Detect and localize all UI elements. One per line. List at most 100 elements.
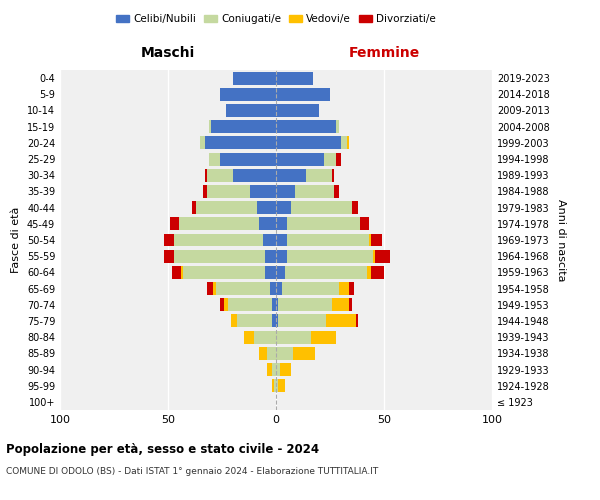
- Bar: [306, 169, 332, 181]
- Bar: [272, 363, 276, 376]
- Bar: [326, 314, 356, 328]
- Y-axis label: Fasce di età: Fasce di età: [11, 207, 21, 273]
- Bar: [192, 201, 196, 214]
- Bar: [276, 218, 287, 230]
- Bar: [224, 298, 229, 311]
- Bar: [272, 379, 274, 392]
- Bar: [278, 298, 332, 311]
- Bar: [220, 88, 276, 101]
- Bar: [205, 169, 207, 181]
- Bar: [265, 250, 276, 262]
- Bar: [175, 234, 263, 246]
- Bar: [280, 363, 291, 376]
- Bar: [181, 266, 183, 279]
- Bar: [272, 298, 276, 311]
- Bar: [367, 266, 371, 279]
- Bar: [257, 201, 276, 214]
- Bar: [276, 266, 284, 279]
- Bar: [276, 120, 337, 133]
- Bar: [200, 136, 205, 149]
- Bar: [276, 72, 313, 85]
- Bar: [371, 266, 384, 279]
- Bar: [183, 266, 265, 279]
- Bar: [341, 136, 347, 149]
- Bar: [287, 218, 360, 230]
- Bar: [164, 250, 175, 262]
- Bar: [209, 152, 220, 166]
- Bar: [276, 363, 280, 376]
- Legend: Celibi/Nubili, Coniugati/e, Vedovi/e, Divorziati/e: Celibi/Nubili, Coniugati/e, Vedovi/e, Di…: [112, 10, 440, 29]
- Bar: [287, 250, 373, 262]
- Bar: [295, 185, 334, 198]
- Bar: [268, 363, 272, 376]
- Bar: [211, 120, 276, 133]
- Bar: [284, 266, 367, 279]
- Bar: [349, 282, 354, 295]
- Bar: [276, 298, 278, 311]
- Bar: [338, 282, 349, 295]
- Bar: [376, 250, 391, 262]
- Bar: [207, 185, 250, 198]
- Bar: [230, 314, 237, 328]
- Bar: [170, 218, 179, 230]
- Bar: [337, 120, 338, 133]
- Bar: [272, 314, 276, 328]
- Text: COMUNE DI ODOLO (BS) - Dati ISTAT 1° gennaio 2024 - Elaborazione TUTTITALIA.IT: COMUNE DI ODOLO (BS) - Dati ISTAT 1° gen…: [6, 468, 378, 476]
- Bar: [233, 169, 276, 181]
- Bar: [276, 169, 306, 181]
- Bar: [349, 298, 352, 311]
- Bar: [352, 201, 358, 214]
- Text: Femmine: Femmine: [349, 46, 419, 60]
- Bar: [337, 152, 341, 166]
- Bar: [259, 347, 268, 360]
- Bar: [269, 282, 276, 295]
- Bar: [250, 185, 276, 198]
- Bar: [265, 266, 276, 279]
- Bar: [263, 234, 276, 246]
- Text: Popolazione per età, sesso e stato civile - 2024: Popolazione per età, sesso e stato civil…: [6, 442, 319, 456]
- Bar: [276, 104, 319, 117]
- Bar: [268, 347, 276, 360]
- Bar: [276, 88, 330, 101]
- Bar: [276, 347, 293, 360]
- Bar: [205, 136, 276, 149]
- Bar: [276, 201, 291, 214]
- Bar: [229, 298, 272, 311]
- Bar: [278, 379, 284, 392]
- Bar: [311, 330, 337, 344]
- Bar: [276, 136, 341, 149]
- Bar: [237, 314, 272, 328]
- Bar: [276, 234, 287, 246]
- Bar: [276, 379, 278, 392]
- Bar: [254, 330, 276, 344]
- Bar: [334, 185, 338, 198]
- Bar: [356, 314, 358, 328]
- Bar: [360, 218, 369, 230]
- Bar: [276, 250, 287, 262]
- Bar: [175, 250, 265, 262]
- Bar: [207, 282, 214, 295]
- Bar: [207, 169, 233, 181]
- Bar: [164, 234, 175, 246]
- Bar: [276, 185, 295, 198]
- Bar: [172, 266, 181, 279]
- Bar: [283, 282, 338, 295]
- Bar: [293, 347, 315, 360]
- Bar: [179, 218, 259, 230]
- Bar: [276, 152, 323, 166]
- Bar: [274, 379, 276, 392]
- Bar: [291, 201, 352, 214]
- Bar: [203, 185, 207, 198]
- Text: Maschi: Maschi: [141, 46, 195, 60]
- Bar: [196, 201, 257, 214]
- Bar: [226, 104, 276, 117]
- Bar: [347, 136, 349, 149]
- Bar: [373, 250, 376, 262]
- Bar: [220, 152, 276, 166]
- Bar: [276, 282, 283, 295]
- Bar: [244, 330, 254, 344]
- Bar: [332, 298, 349, 311]
- Bar: [259, 218, 276, 230]
- Bar: [276, 330, 311, 344]
- Bar: [276, 314, 278, 328]
